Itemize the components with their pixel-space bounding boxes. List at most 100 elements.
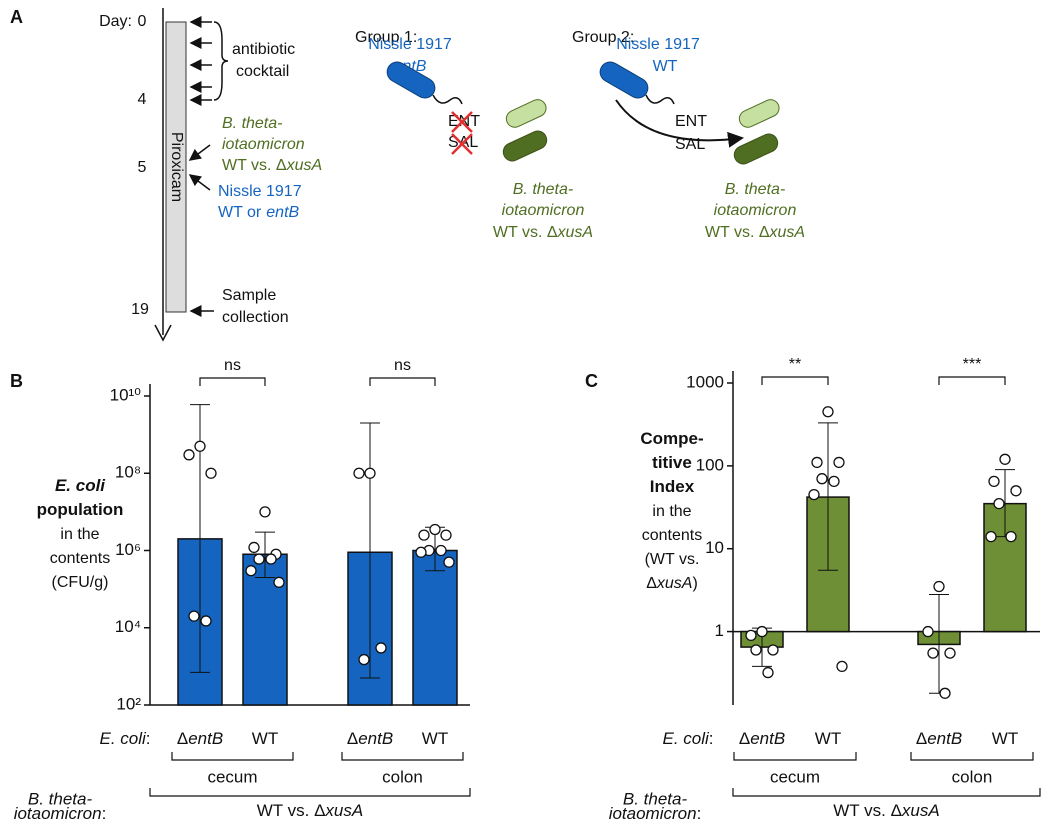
text: Δ — [646, 575, 657, 592]
group-bracket — [733, 752, 857, 761]
row-label: B. theta- — [28, 789, 93, 808]
y-axis-label: ΔxusA) — [646, 575, 698, 592]
text: WT — [815, 729, 841, 748]
day: 4 — [138, 91, 147, 108]
data-point — [993, 497, 1005, 510]
text: (CFU/g) — [52, 574, 109, 591]
significance-bracket — [369, 377, 436, 386]
text: E. coli — [55, 476, 106, 495]
text: contents — [50, 550, 110, 567]
group-label: WT vs. ΔxusA — [257, 801, 363, 820]
row-label: E. coli: — [662, 729, 713, 748]
significance-label: *** — [963, 356, 982, 373]
text: WT — [422, 729, 448, 748]
data-point — [944, 647, 956, 659]
drug-label: Piroxicam — [168, 132, 185, 202]
y-axis-label: Compe- — [640, 429, 703, 448]
drug-bar — [165, 21, 187, 313]
strain-label: WT vs. ΔxusA — [705, 224, 805, 241]
x-tick-label: ΔentB — [347, 729, 393, 748]
annotation: collection — [222, 309, 289, 326]
data-point — [443, 556, 455, 568]
text: WT — [252, 729, 278, 748]
data-point — [767, 644, 779, 656]
data-point — [273, 576, 285, 588]
strain-label: Nissle 1917 — [218, 183, 302, 200]
data-point — [200, 615, 212, 627]
row-label: E. coli: — [99, 729, 150, 748]
molecule: SAL — [675, 136, 705, 153]
text: Δ — [177, 729, 188, 748]
panel-label: A — [10, 7, 23, 27]
data-point — [927, 647, 939, 659]
data-point — [440, 529, 452, 541]
y-axis-label: in the — [652, 503, 691, 520]
text: WT — [992, 729, 1018, 748]
y-tick-label: 1000 — [686, 372, 724, 391]
group-title: Group 2: — [572, 29, 634, 46]
x-tick-label: WT — [422, 729, 448, 748]
text: Index — [650, 477, 695, 496]
molecule: ENT — [675, 113, 707, 130]
text: entB — [266, 204, 299, 221]
text: WT vs. — [222, 157, 276, 174]
data-point — [922, 625, 934, 638]
text: in the — [60, 526, 99, 543]
text: xusA — [557, 224, 594, 241]
text: xusA — [656, 575, 693, 592]
strain-label: B. theta- — [222, 115, 282, 132]
text: : — [709, 729, 714, 748]
strain-label: Nissle 1917 — [368, 36, 452, 53]
data-point — [985, 530, 997, 543]
significance-bracket — [199, 377, 266, 386]
text: Δ — [276, 157, 287, 174]
strain-label: iotaomicron — [714, 202, 797, 219]
data-point — [245, 565, 257, 577]
text: Δ — [759, 224, 770, 241]
data-point — [248, 541, 260, 554]
molecule: ENT — [448, 113, 480, 130]
text: in the — [652, 503, 691, 520]
y-tick-label: 10⁶ — [115, 540, 141, 559]
strain-label: B. theta- — [513, 181, 573, 198]
x-tick-label: WT — [815, 729, 841, 748]
text: population — [37, 500, 124, 519]
y-axis-label: contents — [50, 550, 110, 567]
data-point — [808, 488, 820, 501]
strain-label: iotaomicron — [222, 136, 305, 153]
text: iotaomicron — [609, 804, 697, 823]
text: WT vs. — [705, 224, 759, 241]
data-point — [988, 475, 1000, 488]
text: Δ — [916, 729, 927, 748]
data-point — [194, 440, 206, 452]
text: contents — [642, 527, 702, 544]
group-label: cecum — [207, 767, 257, 786]
group-bracket — [341, 752, 464, 761]
y-tick-label: 10⁴ — [115, 617, 141, 636]
text: entB — [358, 729, 393, 748]
data-point — [816, 473, 828, 485]
y-tick-label: 100 — [696, 455, 724, 474]
x-tick-label: ΔentB — [177, 729, 223, 748]
strain-label: WT vs. ΔxusA — [493, 224, 593, 241]
day: 5 — [138, 159, 147, 176]
data-point — [375, 642, 387, 654]
strain-label: WT vs. ΔxusA — [222, 157, 322, 174]
data-point — [429, 523, 441, 536]
text: xusA — [286, 157, 323, 174]
data-point — [353, 467, 365, 479]
data-point — [358, 653, 370, 666]
strain-label: WT — [653, 58, 678, 75]
significance-bracket — [938, 376, 1006, 385]
text: entB — [750, 729, 785, 748]
text: E. coli — [662, 729, 710, 748]
group-bracket — [171, 752, 294, 761]
text: Δ — [739, 729, 750, 748]
y-tick-label: 10 — [705, 538, 724, 557]
data-point — [833, 456, 845, 469]
data-point — [836, 660, 848, 673]
data-point — [1005, 530, 1017, 543]
group-bracket — [732, 788, 1041, 797]
group-label: colon — [952, 767, 993, 786]
